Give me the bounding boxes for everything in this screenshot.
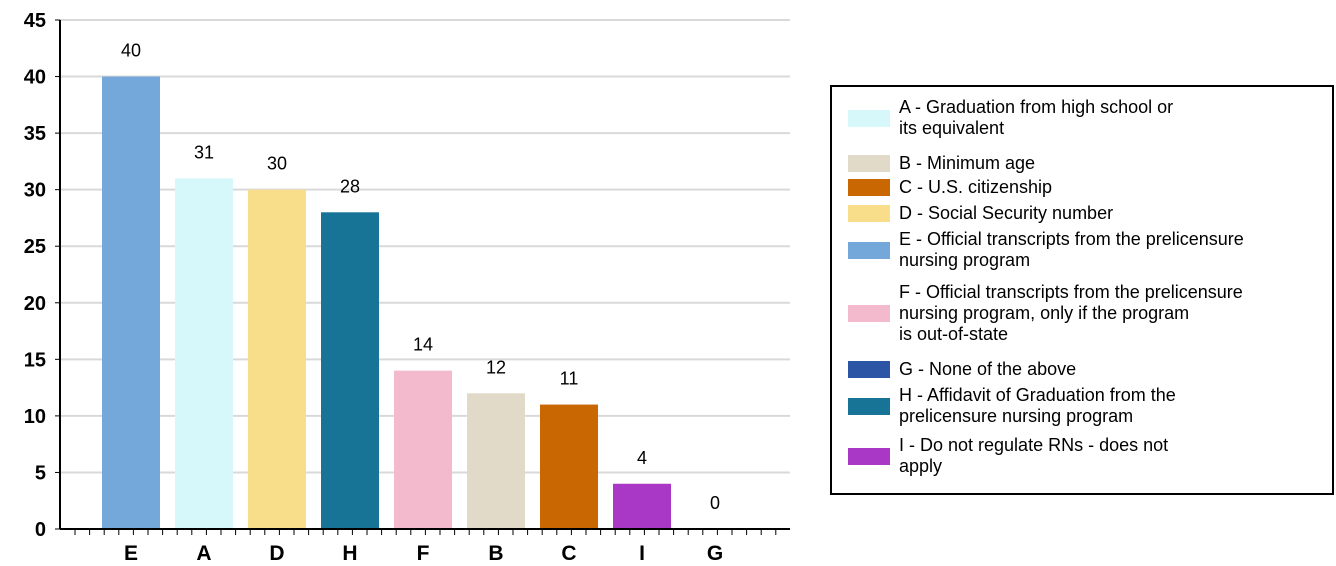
bar-H xyxy=(321,212,379,530)
legend-label: B - Minimum age xyxy=(899,153,1036,173)
x-tick-label-H: H xyxy=(342,542,357,565)
y-tick-label: 35 xyxy=(24,123,46,145)
data-label-A: 31 xyxy=(194,142,214,162)
legend-label: D - Social Security number xyxy=(899,203,1114,223)
data-label-E: 40 xyxy=(121,41,141,61)
y-tick-label: 25 xyxy=(24,236,46,258)
data-label-F: 14 xyxy=(413,335,433,355)
y-tick-label: 10 xyxy=(24,406,46,428)
legend-swatch xyxy=(848,179,890,196)
x-tick-label-F: F xyxy=(417,542,430,565)
legend-label: F - Official transcripts from the prelic… xyxy=(899,282,1243,344)
x-tick-label-E: E xyxy=(124,542,138,565)
legend-label: C - U.S. citizenship xyxy=(899,177,1053,197)
y-tick-labels: 0 5 10 15 20 25 30 35 40 45 xyxy=(24,10,46,541)
bar-F xyxy=(394,370,452,529)
legend-item: H - Affidavit of Graduation from the pre… xyxy=(848,385,1319,427)
legend-item: A - Graduation from high school or its e… xyxy=(848,97,1319,139)
legend-swatch xyxy=(848,361,890,378)
y-tick-label: 20 xyxy=(24,293,46,315)
x-tick-label-I: I xyxy=(639,542,645,565)
legend-label: G - None of the above xyxy=(899,359,1077,379)
legend-swatch xyxy=(848,397,890,415)
legend-swatch xyxy=(848,205,890,222)
data-label-C: 11 xyxy=(560,369,579,389)
legend-item: E - Official transcripts from the prelic… xyxy=(848,229,1319,271)
legend-item: D - Social Security number xyxy=(848,203,1319,224)
legend-item: C - U.S. citizenship xyxy=(848,177,1319,198)
data-label-I: 4 xyxy=(637,448,647,468)
legend-item: F - Official transcripts from the prelic… xyxy=(848,282,1319,345)
legend-swatch xyxy=(848,305,890,322)
legend-item: I - Do not regulate RNs - does not apply xyxy=(848,435,1319,477)
axes xyxy=(55,19,790,535)
bar-I xyxy=(613,483,671,529)
y-tick-label: 30 xyxy=(24,180,46,202)
y-tick-label: 5 xyxy=(35,462,46,484)
legend-label: A - Graduation from high school or its e… xyxy=(899,97,1174,138)
data-label-D: 30 xyxy=(267,154,287,174)
legend-label: H - Affidavit of Graduation from the pre… xyxy=(899,385,1176,426)
legend-swatch xyxy=(848,109,890,127)
legend-label: I - Do not regulate RNs - does not apply xyxy=(899,435,1169,476)
y-tick-label: 0 xyxy=(35,519,46,541)
x-tick-label-D: D xyxy=(269,542,284,565)
data-label-G: 0 xyxy=(710,493,720,513)
y-tick-label: 15 xyxy=(24,349,46,371)
bar-B xyxy=(467,393,525,529)
data-label-B: 12 xyxy=(486,357,506,377)
legend-item: G - None of the above xyxy=(848,359,1319,380)
legend-swatch xyxy=(848,447,890,465)
legend-swatch xyxy=(848,155,890,172)
y-tick-label: 45 xyxy=(24,10,46,32)
x-tick-label-B: B xyxy=(488,542,503,565)
y-tick-label: 40 xyxy=(24,67,46,89)
legend: A - Graduation from high school or its e… xyxy=(830,85,1334,495)
legend-swatch xyxy=(848,241,890,259)
bars xyxy=(102,76,671,530)
data-label-H: 28 xyxy=(340,176,360,196)
bar-D xyxy=(248,189,306,529)
x-tick-label-C: C xyxy=(561,542,576,565)
x-tick-label-G: G xyxy=(707,542,723,565)
bar-E xyxy=(102,76,160,530)
legend-label: E - Official transcripts from the prelic… xyxy=(899,229,1244,270)
legend-item: B - Minimum age xyxy=(848,153,1319,174)
bar-A xyxy=(175,178,233,529)
x-tick-label-A: A xyxy=(196,542,211,565)
bar-C xyxy=(540,404,598,529)
